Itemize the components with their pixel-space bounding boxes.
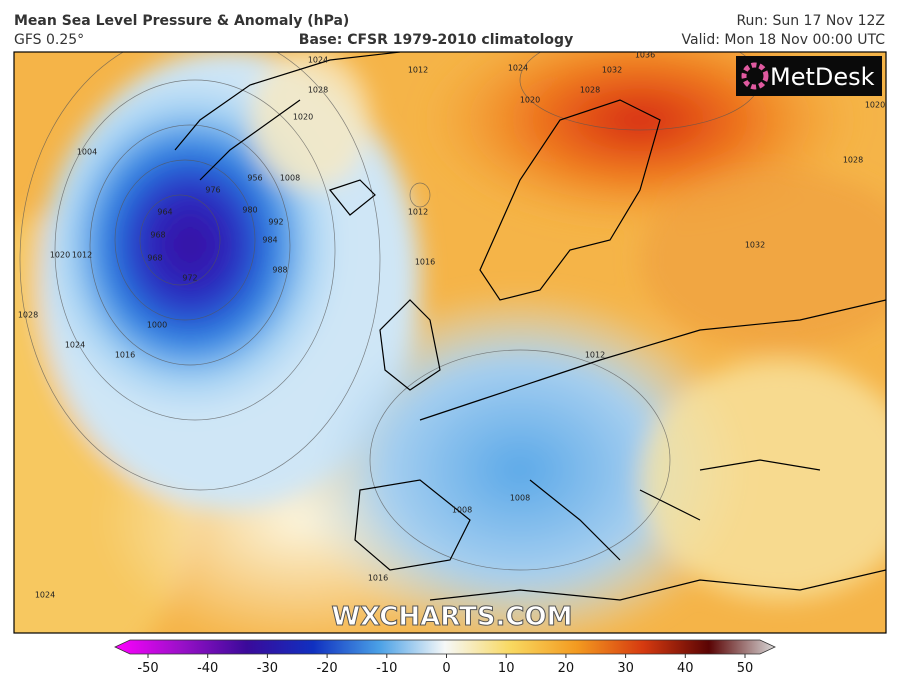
isobar-label: 1020 xyxy=(293,113,313,122)
colorbar-tick-label: -20 xyxy=(316,661,337,676)
isobar-label: 1024 xyxy=(308,56,328,65)
colorbar-tick-label: -50 xyxy=(137,661,158,676)
isobar-label: 1024 xyxy=(35,591,55,600)
title: Mean Sea Level Pressure & Anomaly (hPa) xyxy=(14,13,349,29)
watermark: WXCHARTS.COM xyxy=(331,602,572,632)
isobar-label: 1008 xyxy=(510,494,530,503)
model: GFS 0.25° xyxy=(14,32,84,48)
isobar-label: 992 xyxy=(268,218,283,227)
isobar-label: 1020 xyxy=(865,101,885,110)
isobar-label: 964 xyxy=(157,208,172,217)
isobar-label: 1032 xyxy=(602,66,622,75)
run: Run: Sun 17 Nov 12Z xyxy=(736,13,885,29)
isobar-label: 1012 xyxy=(585,351,605,360)
isobar-label: 1000 xyxy=(147,321,167,330)
isobar-label: 988 xyxy=(272,266,287,275)
colorbar-tick-label: 10 xyxy=(498,661,515,676)
isobar-label: 1012 xyxy=(72,251,92,260)
isobar-label: 1024 xyxy=(65,341,85,350)
isobar-label: 1028 xyxy=(308,86,328,95)
map xyxy=(14,52,886,633)
colorbar-tick-label: 50 xyxy=(737,661,754,676)
valid: Valid: Mon 18 Nov 00:00 UTC xyxy=(682,32,886,48)
isobar-label: 1016 xyxy=(368,574,388,583)
isobar-label: 1008 xyxy=(280,174,300,183)
colorbar-tick-label: 0 xyxy=(442,661,450,676)
isobar-label: 968 xyxy=(147,254,162,263)
colorbar-tick-label: 20 xyxy=(558,661,575,676)
anomaly-field xyxy=(14,52,886,633)
isobar-label: 1020 xyxy=(50,251,70,260)
isobar-label: 1036 xyxy=(635,51,655,60)
logo-box xyxy=(736,56,882,96)
isobar-label: 972 xyxy=(182,274,197,283)
isobar-label: 1028 xyxy=(580,86,600,95)
isobar-label: 1016 xyxy=(415,258,435,267)
isobar-label: 980 xyxy=(242,206,257,215)
isobar-label: 984 xyxy=(262,236,277,245)
isobar-label: 956 xyxy=(247,174,262,183)
colorbar-tick-label: 30 xyxy=(617,661,634,676)
colorbar-tick-label: -40 xyxy=(197,661,218,676)
isobar-label: 1024 xyxy=(508,64,528,73)
isobar-label: 968 xyxy=(150,231,165,240)
isobar-label: 1012 xyxy=(408,66,428,75)
isobar-label: 1012 xyxy=(408,208,428,217)
colorbar-tick-label: -30 xyxy=(257,661,278,676)
isobar-label: 1016 xyxy=(115,351,135,360)
colorbar xyxy=(114,639,776,655)
colorbar-tick-label: -10 xyxy=(376,661,397,676)
logo: MetDesk xyxy=(770,63,875,91)
map-frame xyxy=(13,51,887,634)
isobar-label: 1020 xyxy=(520,96,540,105)
colorbar-tick-label: 40 xyxy=(677,661,694,676)
logo-icon xyxy=(741,62,769,90)
isobar-label: 1004 xyxy=(77,148,97,157)
isobar-label: 1032 xyxy=(745,241,765,250)
isobar-label: 1008 xyxy=(452,506,472,515)
base: Base: CFSR 1979-2010 climatology xyxy=(299,32,573,48)
coastlines xyxy=(174,52,886,601)
isobar-label: 976 xyxy=(205,186,220,195)
isobar-label: 1028 xyxy=(843,156,863,165)
isobar-label: 1028 xyxy=(18,311,38,320)
